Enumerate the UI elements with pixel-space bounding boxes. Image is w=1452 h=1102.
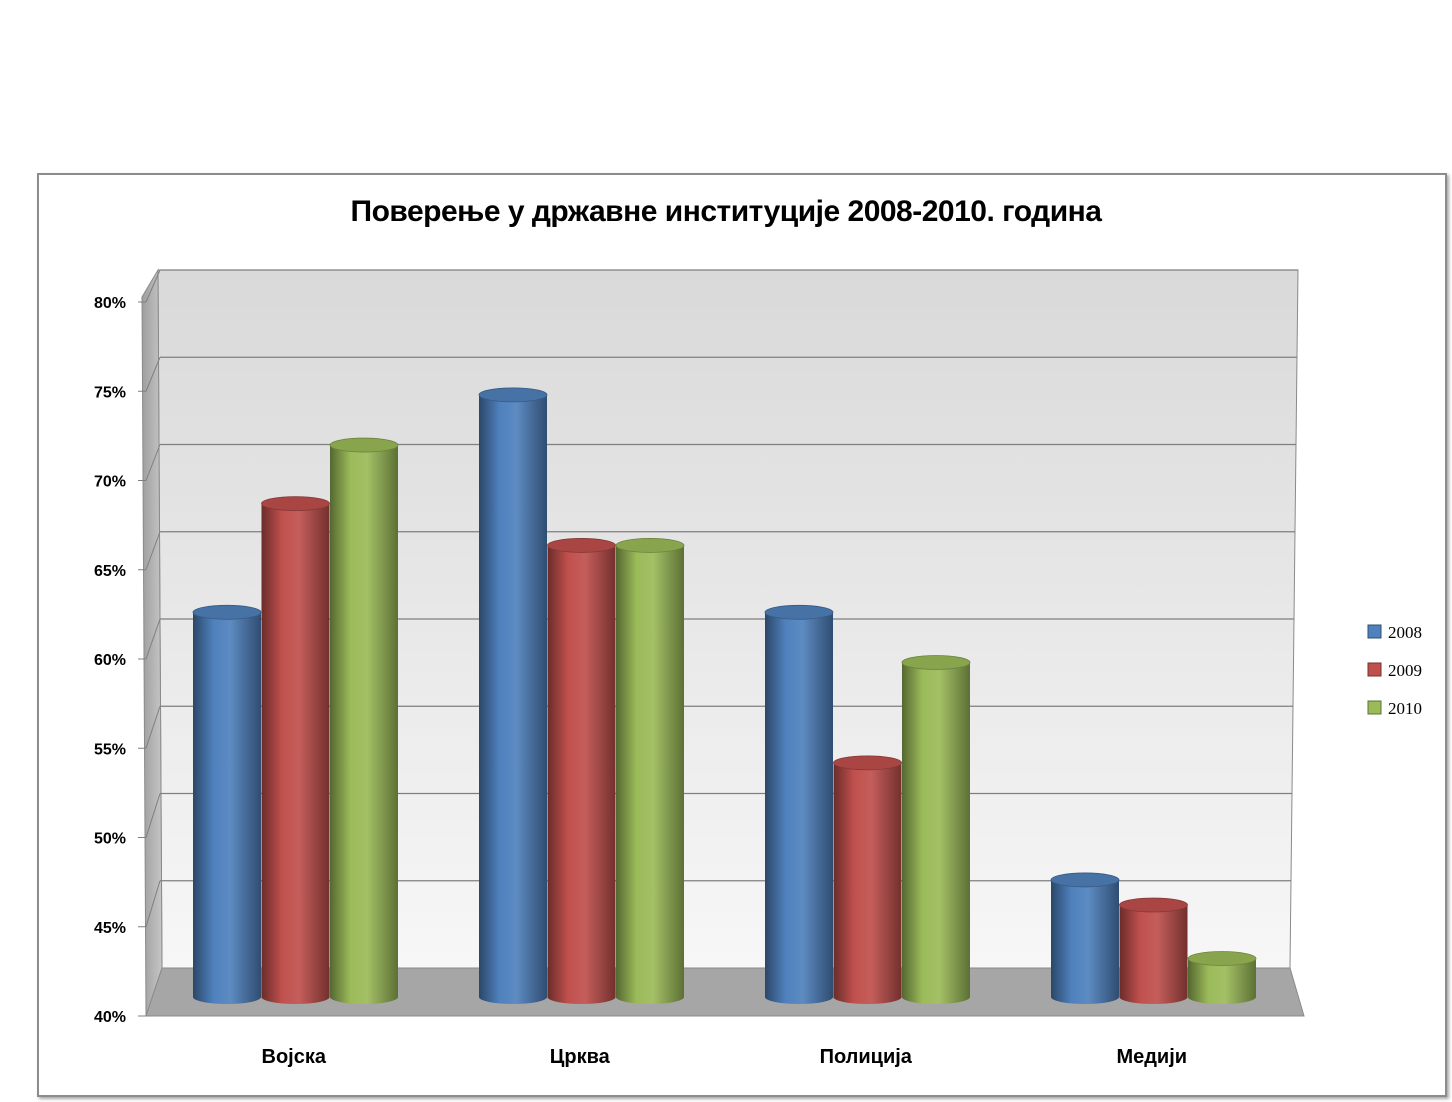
bar-2008-4 (1050, 872, 1120, 1004)
bar-body (616, 545, 684, 1004)
legend-swatch-2009 (1367, 662, 1382, 677)
bar-cap (764, 604, 834, 620)
bar-body (1188, 958, 1256, 1004)
x-axis: Војска Црква Полиција Медији (262, 1046, 1188, 1068)
bar-cap (833, 755, 902, 771)
x-tick-label: Црква (550, 1046, 611, 1068)
bar-cap (1187, 951, 1257, 966)
gridline-side (145, 618, 161, 660)
bar-body (547, 545, 616, 1004)
gridline-side (145, 706, 161, 749)
bar-2009-2 (547, 538, 616, 1004)
x-tick-label: Војска (262, 1046, 327, 1068)
bar-2008-1 (192, 604, 262, 1004)
bar-cap (547, 538, 616, 553)
y-tick-label: 65% (94, 563, 126, 580)
bar-body (330, 445, 398, 1004)
bar-cap (192, 604, 262, 620)
bar-cap (1119, 897, 1188, 913)
legend: 2008 2009 2010 (1367, 623, 1422, 718)
bar-cap (1050, 872, 1120, 888)
gridline-side (145, 531, 161, 570)
bar-2010-2 (615, 538, 685, 1004)
bar-cap (478, 387, 548, 403)
bar-2010-1 (329, 437, 399, 1004)
bar-2010-4 (1187, 951, 1257, 1004)
y-tick-label: 60% (94, 652, 126, 669)
bar-cap (329, 437, 399, 453)
bar-body (261, 503, 330, 1004)
bar-body (479, 394, 547, 1004)
bar-2009-1 (261, 496, 330, 1004)
bar-2009-3 (833, 755, 902, 1004)
legend-swatch-2008 (1367, 624, 1382, 639)
bar-2010-3 (901, 655, 971, 1004)
bar-cap (901, 655, 971, 670)
bar-2008-3 (764, 604, 834, 1004)
bar-2008-2 (478, 387, 548, 1004)
gridline-side (145, 444, 161, 481)
bar-body (193, 612, 261, 1004)
y-tick-label: 55% (94, 741, 126, 758)
x-tick-label: Полиција (820, 1046, 913, 1068)
bar-cap (615, 538, 685, 553)
y-axis: 40% 45% 50% 55% 60% 65% 70% 75% 80% (94, 295, 146, 1026)
bar-body (902, 662, 970, 1004)
y-tick-label: 40% (94, 1009, 126, 1026)
bar-body (833, 762, 902, 1004)
bar-body (765, 612, 833, 1004)
legend-swatch-2010 (1367, 700, 1382, 715)
bars (192, 387, 1257, 1004)
gridline-side (145, 793, 161, 838)
y-tick-label: 75% (94, 384, 126, 401)
bar-body (1119, 905, 1188, 1004)
gridline-side (145, 880, 161, 927)
bar-2009-4 (1119, 897, 1188, 1004)
y-tick-label: 70% (94, 474, 126, 491)
y-tick-label: 50% (94, 831, 126, 848)
bar-cap (261, 496, 330, 512)
chart-title: Поверење у државне институције 2008-2010… (350, 195, 1102, 228)
y-tick-label: 45% (94, 920, 126, 937)
bar-body (1051, 879, 1119, 1004)
y-tick-label: 80% (94, 295, 126, 312)
gridline-side (145, 357, 161, 392)
legend-label-2009: 2009 (1388, 661, 1422, 680)
legend-label-2008: 2008 (1388, 623, 1422, 642)
x-tick-label: Медији (1116, 1046, 1187, 1068)
gridline-side (145, 269, 161, 303)
legend-label-2010: 2010 (1388, 699, 1422, 718)
